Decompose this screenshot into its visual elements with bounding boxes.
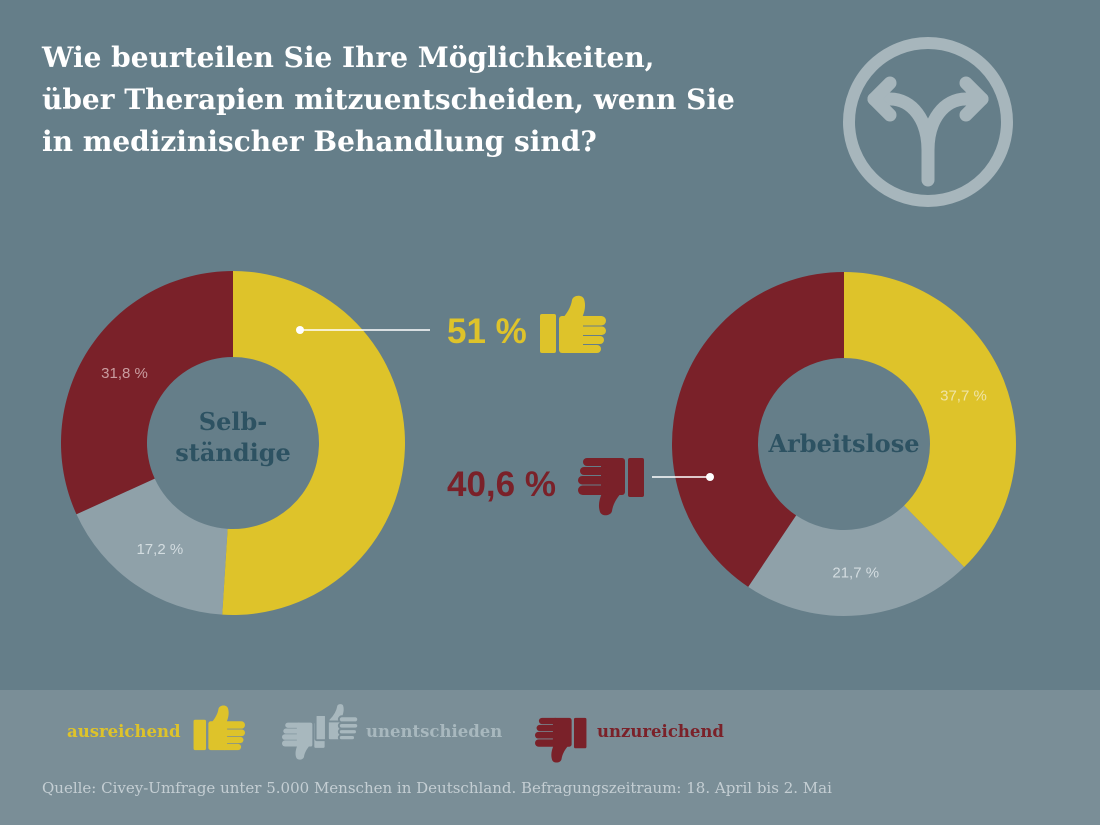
- donut-1-slice-ausreichend: [222, 270, 406, 616]
- donut-2-slice-unentschieden: [748, 505, 965, 616]
- title-line-1: Wie beurteilen Sie Ihre Möglichkeiten,: [42, 41, 655, 74]
- callout-connectors: [296, 326, 714, 481]
- donut-charts: 17,2 % 31,8 % Selb- ständige 37,7 % 21,7 %…: [61, 270, 1016, 616]
- fork-arrow-icon: [843, 37, 1013, 207]
- donut-2-slices: [672, 272, 1016, 616]
- legend-label-unentschieden: unentschieden: [366, 722, 503, 741]
- legend-label-unzureichend: unzureichend: [597, 722, 724, 741]
- donut-2-slice-label-ausreichend: 37,7 %: [940, 387, 987, 404]
- callout-thumbs-up-icon: [540, 295, 606, 353]
- donut-2-slice-label-unentschieden: 21,7 %: [832, 564, 879, 581]
- donut-1-center-label-line-1: Selb-: [199, 407, 267, 436]
- donut-1-center-label-line-2: ständige: [175, 438, 291, 467]
- title-line-2: über Therapien mitzuentscheiden, wenn Si…: [42, 83, 735, 116]
- donut-1-slice-labels: 17,2 % 31,8 %: [101, 365, 183, 558]
- donut-1-slice-label-unentschieden: 17,2 %: [136, 541, 183, 558]
- legend-thumbs-up-down-icon: [282, 702, 358, 760]
- donut-1-slices: [61, 270, 406, 616]
- legend-thumbs-down-icon: [535, 717, 587, 763]
- callout-value-unzureichend: 40,6 %: [447, 465, 556, 504]
- donut-chart-unemployed: 37,7 % 21,7 % Arbeitslose: [672, 272, 1016, 616]
- callout-dot-unzureichend: [706, 473, 714, 481]
- donut-1-slice-unentschieden: [76, 478, 228, 615]
- donut-2-slice-unzureichend: [672, 272, 844, 587]
- donut-1-slice-label-unzureichend: 31,8 %: [101, 365, 148, 382]
- callout-dot-ausreichend: [296, 326, 304, 334]
- page-title: Wie beurteilen Sie Ihre Möglichkeiten, ü…: [42, 37, 832, 163]
- legend-band: [0, 690, 1100, 825]
- legend-label-ausreichend: ausreichend: [67, 722, 181, 741]
- donut-2-slice-labels: 37,7 % 21,7 %: [832, 387, 986, 581]
- donut-2-center-label: Arbeitslose: [768, 429, 920, 458]
- donut-1-slice-unzureichend: [61, 271, 233, 515]
- legend-thumbs-up-icon: [193, 705, 245, 751]
- title-line-3: in medizinischer Behandlung sind?: [42, 125, 597, 158]
- donut-2-slice-ausreichend: [844, 272, 1016, 568]
- callout-value-ausreichend: 51 %: [447, 312, 527, 351]
- donut-chart-self-employed: 17,2 % 31,8 % Selb- ständige: [61, 270, 406, 616]
- source-note: Quelle: Civey-Umfrage unter 5.000 Mensch…: [42, 779, 832, 797]
- callout-thumbs-down-icon: [578, 458, 644, 516]
- icon-ring: [843, 37, 1013, 207]
- icon-arrows: [867, 76, 989, 187]
